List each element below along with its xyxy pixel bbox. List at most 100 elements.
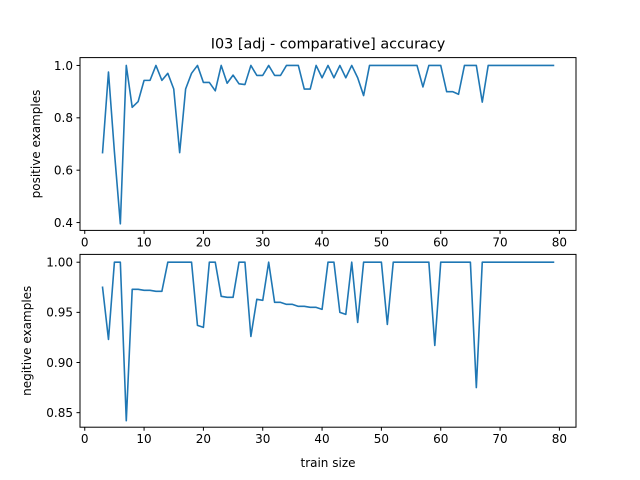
pos-data-point [487,65,489,67]
pos-data-point [179,152,181,154]
neg-data-point [464,261,466,263]
pos-data-point [203,82,205,84]
pos-data-point [345,77,347,79]
pos-y-tick-label: 0.8 [54,111,73,125]
neg-data-point [120,261,122,263]
pos-data-point [493,65,495,67]
pos-data-point [434,65,436,67]
neg-data-point [387,324,389,326]
neg-data-point [143,290,145,292]
negative-examples-panel: 0 10 20 30 40 50 60 70 80 0.85 0.90 0.95 1.00 negitiv… [20,253,577,470]
neg-data-point [209,261,211,263]
neg-data-point [167,261,169,263]
neg-data-point [404,261,406,263]
pos-data-point [143,80,145,82]
neg-data-point [309,307,311,309]
neg-data-point [493,261,495,263]
neg-data-point [363,261,365,263]
neg-data-point [541,261,543,263]
neg-data-point [203,327,205,329]
neg-data-point [487,261,489,263]
neg-data-point [214,261,216,263]
pos-data-point [173,88,175,90]
pos-y-tick-label: 0.6 [54,163,73,177]
pos-data-point [416,65,418,67]
pos-x-tick-label: 60 [433,235,448,249]
neg-y-tick-label: 0.95 [46,306,73,320]
neg-data-point [238,261,240,263]
neg-data-point [369,261,371,263]
pos-data-point [280,75,282,77]
neg-data-point [125,420,127,422]
pos-data-point [392,65,394,67]
neg-data-point [351,261,353,263]
pos-x-tick-label: 0 [81,235,89,249]
neg-accuracy-line [101,261,555,422]
neg-data-point [517,261,519,263]
neg-data-point [268,261,270,263]
neg-x-tick-label: 60 [433,432,448,446]
neg-data-point [114,261,116,263]
pos-data-point [357,77,359,79]
neg-data-point [440,261,442,263]
pos-data-point [535,65,537,67]
neg-data-point [220,296,222,298]
pos-data-point [125,65,127,67]
neg-data-point [452,261,454,263]
pos-data-point [547,65,549,67]
neg-data-point [244,261,246,263]
pos-y-tick-label: 0.4 [54,216,73,230]
pos-data-point [214,90,216,92]
pos-data-point [422,86,424,88]
neg-data-point [191,261,193,263]
neg-x-tick-label: 20 [196,432,211,446]
neg-data-point [262,300,264,302]
pos-data-point [155,65,157,67]
neg-y-tick-label: 0.90 [46,356,73,370]
neg-data-point [250,336,252,338]
pos-data-point [286,65,288,67]
neg-x-tick-label: 70 [492,432,507,446]
neg-data-point [410,261,412,263]
pos-data-point [292,65,294,67]
neg-data-point [434,345,436,347]
neg-x-tick-label: 30 [255,432,270,446]
pos-data-point [250,65,252,67]
pos-data-point [197,65,199,67]
neg-data-point [321,309,323,311]
pos-data-point [256,75,258,77]
positive-examples-panel: I03 [adj - comparative] accuracy 0 10 20 30 4… [29,37,577,249]
pos-data-point [167,73,169,75]
neg-data-point [481,261,483,263]
pos-x-tick-label: 40 [314,235,329,249]
pos-data-point [131,107,133,109]
pos-data-point [333,77,335,79]
neg-data-point [131,289,133,291]
neg-y-tick-label: 0.85 [46,406,73,420]
neg-y-axis-label: negitive examples [20,286,34,396]
neg-data-point [398,261,400,263]
neg-data-point [292,304,294,306]
neg-data-point [446,261,448,263]
neg-plot-area [79,253,577,428]
neg-data-point [339,312,341,314]
pos-data-point [351,65,353,67]
pos-data-point [149,80,151,82]
pos-data-point [114,151,116,153]
neg-data-point [375,261,377,263]
neg-data-point [226,297,228,299]
pos-data-point [523,65,525,67]
pos-data-point [209,82,211,84]
pos-x-tick-label: 10 [136,235,151,249]
neg-data-point [529,261,531,263]
pos-data-point [339,65,341,67]
pos-data-point [505,65,507,67]
neg-data-point [315,307,317,309]
pos-data-point [481,101,483,103]
neg-data-point [345,314,347,316]
pos-data-point [309,88,311,90]
pos-x-tick-label: 80 [552,235,567,249]
pos-data-point [387,65,389,67]
pos-data-point [446,91,448,93]
